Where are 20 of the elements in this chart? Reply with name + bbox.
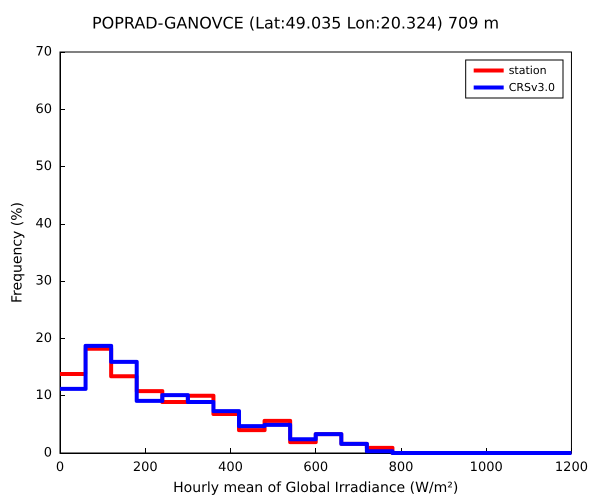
y-axis-title: Frequency (%): [10, 202, 26, 304]
y-tick-label: 60: [35, 102, 52, 117]
x-axis-title: Hourly mean of Global Irradiance (W/m²): [173, 480, 458, 496]
y-tick-label: 40: [35, 216, 52, 232]
y-tick-label: 70: [35, 44, 52, 60]
x-tick-label: 1000: [470, 460, 503, 475]
x-tick-label: 0: [56, 460, 64, 475]
y-tick-label: 0: [44, 446, 52, 460]
legend-label: CRSv3.0: [508, 81, 556, 94]
x-tick-label: 200: [132, 460, 158, 475]
y-tick-label: 20: [35, 330, 52, 346]
y-tick-label: 50: [35, 159, 52, 174]
x-tick-label: 800: [388, 460, 414, 475]
y-tick-label: 10: [35, 388, 52, 404]
x-tick-label: 600: [303, 460, 328, 475]
x-tick-label: 1200: [554, 460, 588, 475]
x-tick-label: 400: [218, 460, 243, 475]
legend-label: station: [508, 64, 547, 77]
chart-title: POPRAD-GANOVCE (Lat:49.035 Lon:20.324) 709 m: [92, 14, 500, 32]
y-tick-label: 30: [35, 274, 52, 289]
